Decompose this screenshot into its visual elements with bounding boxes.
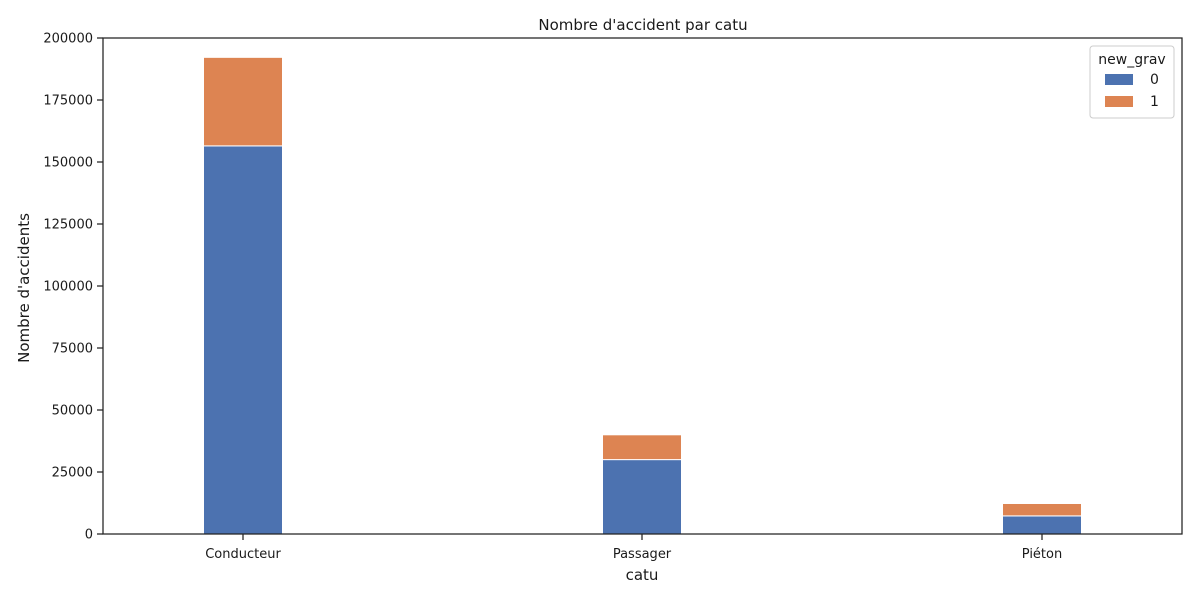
x-tick-label: Piéton [1022, 547, 1062, 562]
legend: new_grav 0 1 [1089, 45, 1175, 119]
x-tick-label: Passager [613, 547, 672, 562]
x-tick-label: Conducteur [205, 547, 281, 562]
y-axis-label: Nombre d'accidents [15, 213, 33, 363]
bar-passager-series-1 [602, 434, 682, 461]
bar-conducteur-series-1 [203, 56, 283, 147]
legend-label-1: 1 [1150, 94, 1159, 110]
chart-title: Nombre d'accident par catu [538, 16, 747, 34]
y-tick-label: 75000 [52, 342, 93, 357]
x-axis: Conducteur Passager Piéton [205, 534, 1062, 562]
bar-conducteur-series-0 [203, 145, 283, 535]
bars-layer [203, 56, 1082, 535]
x-axis-label: catu [626, 566, 659, 584]
y-tick-label: 100000 [43, 280, 93, 295]
y-tick-label: 0 [85, 528, 93, 543]
bar-pi-ton-series-1 [1002, 502, 1082, 517]
bar-passager-series-0 [602, 459, 682, 535]
y-tick-label: 125000 [43, 218, 93, 233]
y-tick-label: 150000 [43, 156, 93, 171]
plot-frame [102, 37, 1183, 535]
legend-swatch-0 [1105, 74, 1133, 85]
y-axis: 0 25000 50000 75000 100000 125000 150000 175000… [43, 32, 103, 543]
y-tick-label: 50000 [52, 404, 93, 419]
legend-swatch-1 [1105, 96, 1133, 107]
y-tick-label: 175000 [43, 94, 93, 109]
legend-label-0: 0 [1150, 72, 1159, 88]
y-tick-label: 25000 [52, 466, 93, 481]
legend-title: new_grav [1098, 52, 1165, 68]
bar-pi-ton-series-0 [1002, 515, 1082, 535]
y-tick-label: 200000 [43, 32, 93, 47]
